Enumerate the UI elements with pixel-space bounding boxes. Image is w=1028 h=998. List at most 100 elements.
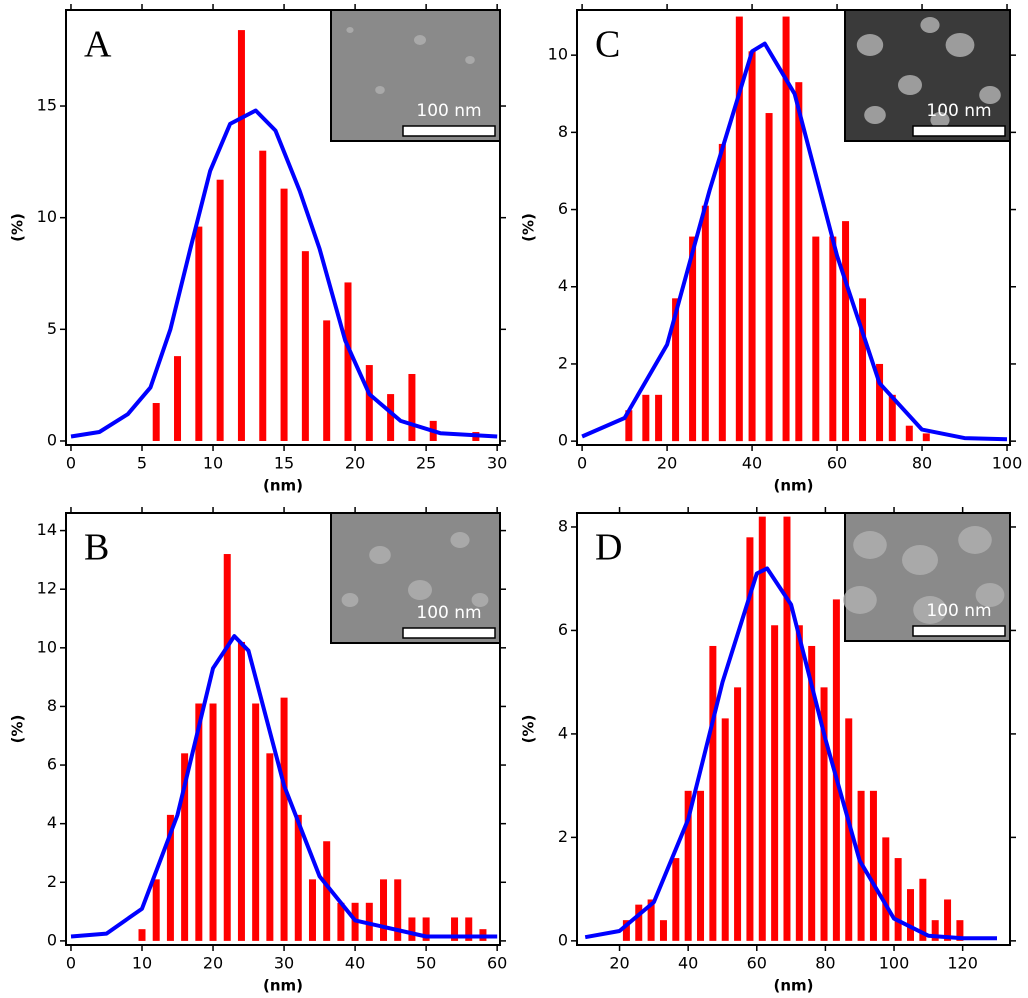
y-axis-label: (%) [9, 715, 27, 744]
bar [659, 920, 667, 941]
scale-bar-label: 100 nm [416, 101, 481, 121]
y-tick-label: 0 [47, 930, 57, 949]
bar [845, 718, 853, 941]
inset-particle [341, 593, 359, 607]
inset-particle [864, 106, 886, 124]
bar [308, 879, 316, 941]
bar [323, 320, 331, 441]
plot-frame [576, 512, 1011, 946]
bar [782, 16, 790, 442]
inset-particle [945, 33, 975, 57]
y-axis-label: (%) [9, 213, 27, 242]
inset-particle [856, 34, 884, 56]
bar [672, 858, 680, 941]
bar [337, 902, 345, 941]
bar [152, 879, 160, 941]
inset-particle [346, 27, 354, 33]
fit-curve [70, 108, 498, 439]
x-tick-label: 10 [203, 454, 223, 473]
bar [152, 403, 160, 441]
bar [465, 917, 473, 941]
x-tick-label: 20 [657, 454, 677, 473]
plot-frame [65, 512, 501, 946]
y-tick-label: 4 [47, 813, 57, 832]
bar [266, 753, 274, 941]
bar [138, 929, 146, 941]
scale-bar [912, 125, 1006, 137]
y-tick-label: 10 [37, 207, 57, 226]
bar [888, 394, 896, 442]
bar [689, 236, 697, 442]
bar [195, 226, 203, 441]
inset-particle [450, 532, 470, 548]
y-tick-label: 15 [37, 96, 57, 115]
y-axis-label: (%) [520, 213, 538, 242]
bar [174, 356, 182, 441]
bar [919, 878, 927, 941]
inset-particle [913, 596, 947, 624]
x-tick-label: 25 [416, 454, 436, 473]
inset-particle [414, 35, 426, 45]
bar [829, 236, 837, 442]
y-axis-label: (%) [520, 715, 538, 744]
bar [259, 150, 267, 441]
bar [894, 858, 902, 941]
x-tick-label: 40 [345, 954, 365, 973]
y-tick-label: 0 [47, 430, 57, 449]
x-axis-label: (nm) [263, 477, 303, 495]
bar [684, 790, 692, 941]
bar [408, 917, 416, 941]
bar [808, 645, 816, 941]
bar [252, 703, 260, 941]
bar [237, 30, 245, 441]
x-tick-label: 100 [992, 454, 1023, 473]
y-tick-label: 8 [558, 122, 568, 141]
bar [655, 394, 663, 442]
y-tick-label: 5 [47, 319, 57, 338]
bar [672, 298, 680, 442]
y-tick-label: 0 [558, 431, 568, 450]
x-axis-label: (nm) [773, 977, 813, 995]
plot-frame [576, 9, 1011, 446]
inset-particle [375, 86, 385, 94]
bar [635, 904, 643, 941]
bar [408, 373, 416, 441]
inset-image [330, 9, 501, 142]
y-tick-label: 10 [548, 45, 568, 64]
bar [820, 687, 828, 941]
y-tick-label: 0 [558, 930, 568, 949]
bar [783, 516, 791, 941]
x-tick-label: 120 [947, 954, 978, 973]
x-tick-label: 40 [742, 454, 762, 473]
bar [735, 16, 743, 442]
inset-particle [902, 545, 938, 575]
bar [922, 433, 930, 442]
bar [216, 179, 224, 441]
bar [195, 703, 203, 941]
x-tick-label: 30 [487, 454, 507, 473]
bar [876, 363, 884, 442]
y-tick-label: 6 [47, 755, 57, 774]
bar [380, 879, 388, 941]
bar [709, 645, 717, 941]
y-tick-label: 4 [558, 723, 568, 742]
bar [625, 410, 633, 442]
inset-particle [930, 112, 950, 128]
x-tick-label: 10 [132, 954, 152, 973]
x-tick-label: 100 [879, 954, 910, 973]
x-axis-label: (nm) [263, 977, 303, 995]
bar [280, 697, 288, 941]
x-tick-label: 80 [912, 454, 932, 473]
bar [642, 394, 650, 442]
bar [166, 814, 174, 941]
bar [294, 814, 302, 941]
bar [771, 625, 779, 941]
inset-image [330, 512, 501, 644]
scale-bar [912, 625, 1006, 637]
panel-label: B [84, 527, 109, 569]
x-tick-label: 60 [747, 954, 767, 973]
y-tick-label: 6 [558, 620, 568, 639]
x-tick-label: 30 [274, 954, 294, 973]
bar [344, 282, 352, 441]
inset-particle [369, 546, 391, 564]
